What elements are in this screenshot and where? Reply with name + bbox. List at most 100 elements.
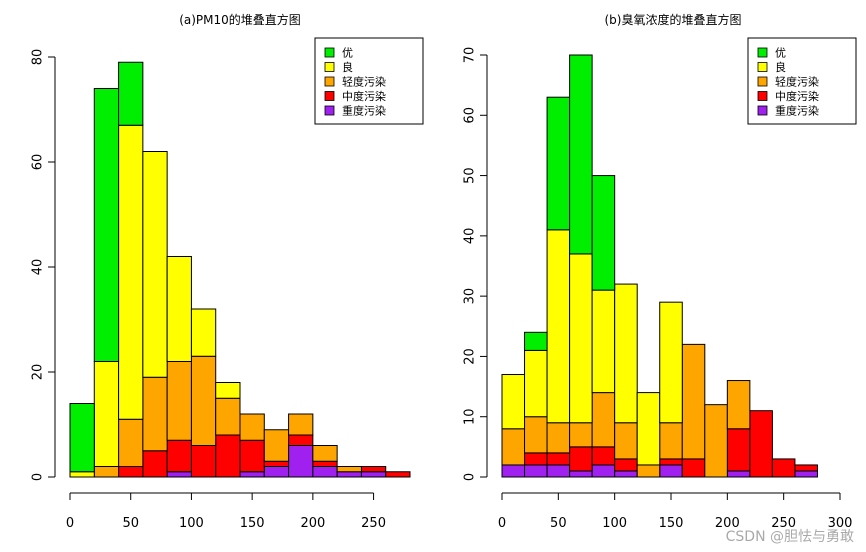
bar-重度污染-bin-100 (614, 470, 638, 478)
bar-优-bin-60 (569, 54, 593, 255)
chart-panel-a: (a)PM10的堆叠直方图 0 20 40 60 80 0 50 100 150 200 250 优良轻… (31, 12, 424, 531)
legend-label: 优 (342, 47, 353, 60)
y-tick-label: 60 (31, 154, 46, 171)
bar-轻度污染-bin-120 (636, 464, 661, 478)
bar-重度污染-bin-200 (726, 470, 751, 478)
legend-swatch (757, 105, 768, 116)
x-tick-label: 100 (179, 516, 204, 531)
bar-中度污染-bin-140 (239, 439, 265, 473)
y-tick-label: 40 (31, 259, 46, 276)
y-tick-label: 50 (463, 167, 478, 184)
bar-良-bin-100 (190, 308, 217, 357)
bar-优-bin-80 (591, 175, 616, 291)
bar-中度污染-bin-100 (614, 458, 638, 472)
y-tick-label: 0 (31, 473, 46, 481)
bar-轻度污染-bin-100 (614, 422, 638, 460)
bar-重度污染-bin-60 (569, 470, 593, 478)
x-tick-label: 150 (240, 516, 265, 531)
watermark: CSDN @胆怯与勇敢 (725, 529, 854, 545)
bar-中度污染-bin-80 (166, 439, 192, 473)
bar-良-bin-120 (215, 382, 241, 399)
bar-轻度污染-bin-160 (263, 429, 290, 462)
legend-swatch (324, 76, 335, 87)
legend-label: 轻度污染 (342, 75, 386, 89)
bar-轻度污染-bin-20 (93, 466, 120, 478)
legend-swatch (324, 62, 335, 72)
bar-中度污染-bin-260 (385, 471, 411, 478)
bar-优-bin-20 (524, 331, 548, 351)
legend-swatch (324, 47, 335, 58)
bar-轻度污染-bin-220 (336, 466, 362, 473)
chart-title: (a)PM10的堆叠直方图 (179, 12, 301, 27)
bar-优-bin-20 (93, 88, 120, 362)
bar-轻度污染-bin-200 (312, 445, 338, 462)
bar-优-bin-0 (69, 403, 95, 473)
bar-轻度污染-bin-60 (569, 422, 593, 448)
legend-label: 轻度污染 (775, 75, 819, 89)
bar-重度污染-bin-20 (524, 464, 548, 478)
bar-中度污染-bin-160 (681, 458, 706, 478)
bar-轻度污染-bin-40 (118, 418, 144, 467)
bar-中度污染-bin-60 (142, 450, 168, 478)
y-tick-label: 10 (463, 408, 478, 425)
bar-轻度污染-bin-0 (501, 428, 526, 466)
bar-良-bin-40 (546, 229, 571, 424)
x-tick-label: 200 (300, 516, 325, 531)
bar-优-bin-40 (118, 61, 144, 126)
bar-良-bin-100 (614, 283, 638, 424)
x-tick-label: 150 (659, 516, 684, 531)
bar-中度污染-bin-240 (771, 458, 796, 478)
bar-重度污染-bin-80 (591, 464, 616, 478)
bar-轻度污染-bin-200 (726, 380, 751, 430)
bar-重度污染-bin-0 (501, 464, 526, 478)
y-tick-label: 70 (463, 47, 478, 64)
bar-轻度污染-bin-160 (681, 343, 706, 460)
bar-良-bin-0 (69, 471, 95, 478)
bar-轻度污染-bin-20 (524, 416, 548, 454)
x-tick-label: 250 (361, 516, 386, 531)
legend-swatch (757, 47, 768, 58)
y-tick-label: 0 (463, 473, 478, 481)
bar-良-bin-0 (501, 374, 526, 430)
bar-轻度污染-bin-140 (659, 422, 683, 460)
bar-良-bin-120 (636, 392, 661, 466)
bar-良-bin-80 (591, 289, 616, 394)
bar-良-bin-20 (93, 361, 120, 467)
x-tick-label: 250 (771, 516, 796, 531)
bar-轻度污染-bin-140 (239, 413, 265, 441)
legend-swatch (324, 105, 335, 116)
legend-swatch (757, 91, 768, 101)
legend-swatch (324, 91, 335, 101)
bar-良-bin-80 (166, 256, 192, 362)
x-tick-label: 50 (122, 516, 139, 531)
bar-重度污染-bin-200 (312, 466, 338, 478)
bar-中度污染-bin-260 (794, 464, 818, 472)
bar-中度污染-bin-40 (118, 466, 144, 478)
y-tick-label: 30 (463, 288, 478, 305)
x-tick-label: 50 (550, 516, 567, 531)
bar-中度污染-bin-40 (546, 452, 571, 466)
bar-重度污染-bin-180 (288, 445, 314, 478)
bar-中度污染-bin-100 (190, 445, 217, 478)
bar-轻度污染-bin-40 (546, 422, 571, 454)
bar-重度污染-bin-140 (659, 464, 683, 478)
chart-panel-b: (b)臭氧浓度的堆叠直方图 0 10 20 30 40 50 60 70 0 50 100 150 200… (463, 12, 857, 531)
x-tick-label: 100 (602, 516, 627, 531)
legend-label: 良 (342, 60, 353, 74)
chart-title: (b)臭氧浓度的堆叠直方图 (605, 12, 742, 27)
x-tick-label: 0 (66, 516, 74, 531)
bar-中度污染-bin-80 (591, 446, 616, 466)
bar-良-bin-140 (659, 301, 683, 424)
legend-swatch (757, 76, 768, 87)
y-tick-label: 60 (463, 107, 478, 124)
legend-label: 优 (775, 47, 786, 60)
bar-中度污染-bin-180 (288, 434, 314, 446)
bar-重度污染-bin-80 (166, 471, 192, 478)
x-tick-label: 200 (715, 516, 740, 531)
y-tick-label: 40 (463, 228, 478, 245)
legend-label: 中度污染 (775, 89, 819, 103)
bar-轻度污染-bin-180 (288, 413, 314, 436)
